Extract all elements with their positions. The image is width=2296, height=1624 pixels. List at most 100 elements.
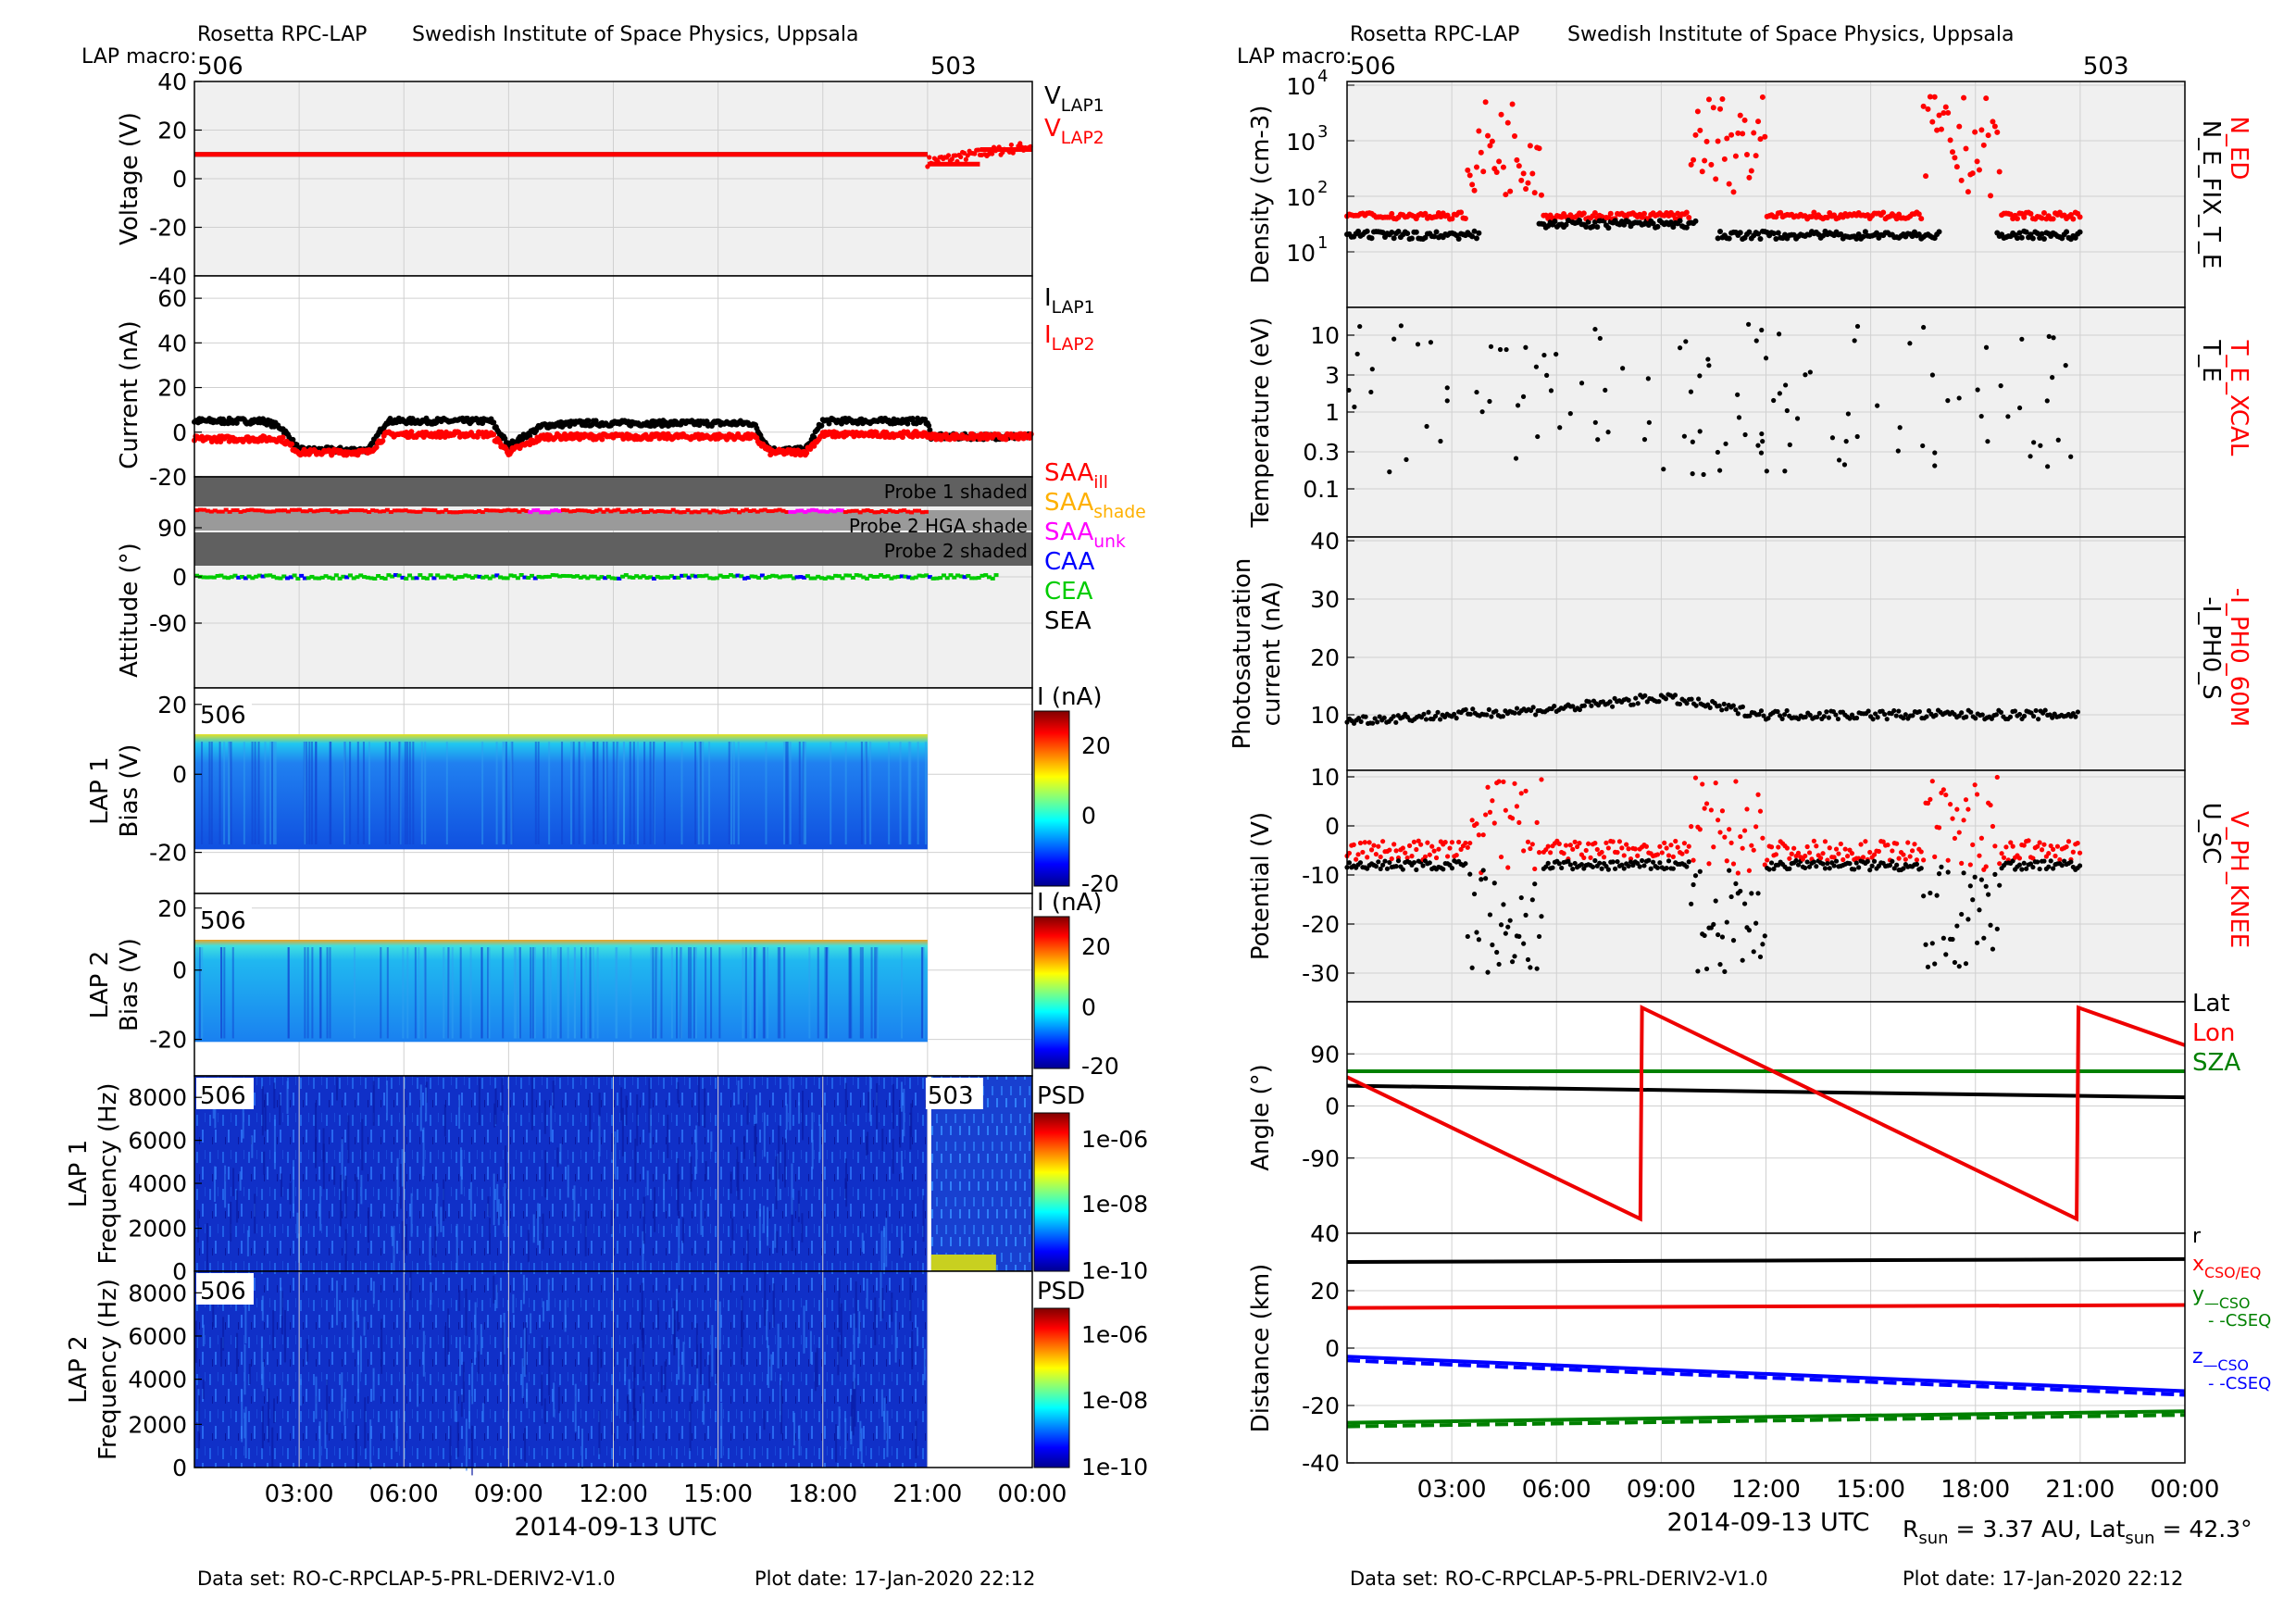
distance-ytick-label: 40 [1310,1220,1340,1247]
photo-point [1873,711,1878,717]
lap1-freq-stripe [678,1218,680,1271]
lap1-freq-stripe [497,1199,500,1226]
potential-point-red [2054,843,2061,849]
photo-point [1423,717,1429,722]
saa-point [505,507,511,512]
cea-point [641,574,646,579]
lap1-freq-stripe [251,1135,254,1158]
potential-point-red [1422,854,1429,859]
density-point-black [1737,230,1743,236]
potential-point-black [1465,933,1470,940]
temperature-point [1681,433,1687,439]
cea-point [543,574,549,579]
lap1-freq-stripe [649,1108,652,1149]
potential-point-red [1654,852,1661,857]
saa-point [810,507,816,512]
lap1-freq-stripe [746,1229,749,1284]
cea-point [575,574,580,579]
distance-line-z-cseq [1346,1358,2186,1397]
photo-point [1586,699,1592,705]
saa-point [289,507,294,512]
potential-point-red [1403,850,1408,856]
lap2-freq-ytick-label: 4000 [128,1367,187,1393]
saa-point [275,508,281,513]
lap1-freq-stripe [559,1143,562,1165]
lap2-freq-stripe [281,1291,283,1334]
lap2-freq-stripe [642,1329,644,1348]
saa-point [850,508,855,513]
density-point-black [1853,235,1860,242]
potential-point-red [1974,792,1980,797]
lap2-freq-stripe [395,1410,398,1438]
cea-point [232,573,238,578]
density-point-black [1391,235,1397,242]
saa-point [769,509,775,514]
cea-point [668,574,674,579]
lap1-bias-stripe [737,742,740,844]
saa-point [546,510,552,515]
potential-point-red [1997,861,2003,867]
density-point-red [1963,145,1969,152]
saa-point [876,510,881,515]
cea-point [274,576,280,581]
cea-point [313,576,318,581]
cea-point [693,574,699,579]
temperature-point [1504,346,1509,353]
lap2-freq-stripe [858,1311,861,1344]
lap2-freq-stripe [564,1300,567,1332]
lap2-freq-stripe [454,1391,456,1422]
photo-point [1552,704,1557,709]
current-ylabel: Current (nA) [116,320,144,468]
band-label: Probe 2 shaded [884,540,1028,562]
lap2-bias-stripe [353,947,356,1039]
cea-point [620,574,626,579]
angle-ytick-label: 90 [1310,1041,1340,1068]
potential-point-red [1532,866,1538,872]
cea-point [830,576,835,581]
potential-point-red [1624,842,1629,847]
lap1-bias-stripe [306,742,308,844]
lap1-freq-stripe [280,1173,282,1197]
attitude-legend: SEA [1044,607,1092,635]
density-point-red [1703,138,1710,144]
potential-point-red [1841,856,1846,863]
lap2-freq-stripe [460,1394,463,1418]
potential-point-red [1700,781,1705,787]
photo-point [1375,719,1380,725]
potential-point-black [2030,864,2036,870]
photo-point [1484,712,1490,718]
photo-point [1833,712,1839,718]
potential-point-red [1545,843,1551,849]
cea-point [910,576,916,581]
lap1-freq-stripe [532,1214,535,1243]
potential-point-black [1384,866,1391,871]
lap1-bias-stripe [264,742,267,844]
photo-point [1363,714,1368,719]
voltage-point [961,150,967,156]
cea-point [770,573,776,578]
saa-point [597,507,603,512]
current-point-I_LAP2 [491,431,497,438]
potential-point-black [1666,858,1672,864]
cea-point [731,574,737,579]
cea-point [644,576,650,581]
potential-point-red [1516,819,1522,826]
density-point-red [1994,129,2001,135]
lap2-freq-stripe [792,1412,795,1446]
cea-point [948,573,954,578]
lap2-bias-stripe [559,947,562,1039]
density-point-black [1476,230,1482,236]
lap2-freq-ylabel: LAP 2 [65,1335,93,1403]
saa-point [670,507,676,512]
lap2-freq-stripe [643,1393,645,1429]
temperature-point [1777,391,1782,396]
lap2-bias-stripe [777,947,780,1039]
potential-point-black [1853,860,1859,866]
lap2-freq-stripe [553,1382,555,1418]
photo-point [1672,693,1678,698]
voltage-ytick-label: -20 [149,215,187,242]
lap1-bias-stripe [272,742,275,844]
potential-point-red [1992,843,1998,849]
lap2-freq-stripe [352,1297,355,1353]
lap2-freq-stripe [852,1381,855,1436]
